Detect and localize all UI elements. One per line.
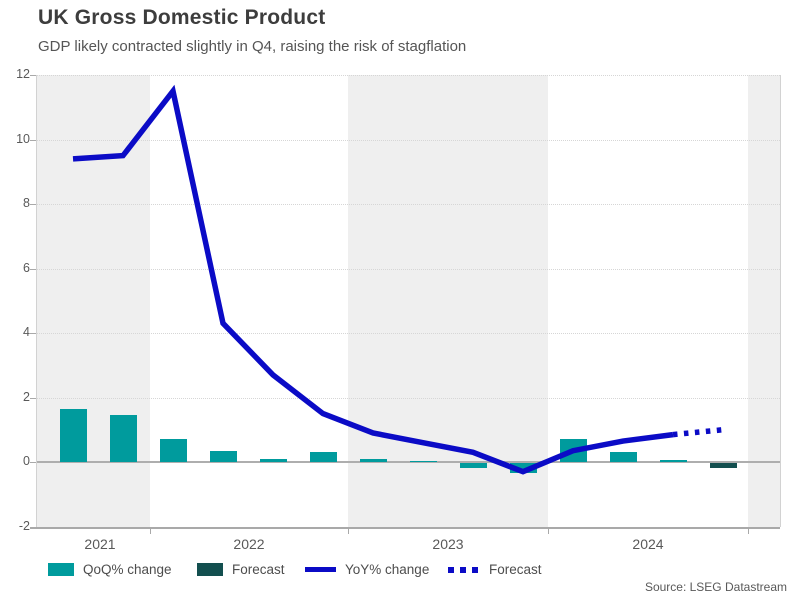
qoq-bar <box>459 463 487 468</box>
y-axis-tick <box>30 526 36 528</box>
chart-title: UK Gross Domestic Product <box>38 6 326 29</box>
y-axis-label: 4 <box>23 325 30 339</box>
qoq-bar <box>409 461 437 462</box>
y-axis-tick <box>30 268 36 270</box>
line-swatch-icon <box>305 567 336 572</box>
y-axis-label: 2 <box>23 389 30 404</box>
qoq-bar <box>209 450 237 462</box>
legend-label: Forecast <box>489 562 542 577</box>
bar-swatch-icon <box>48 563 74 576</box>
qoq-bar <box>559 439 587 462</box>
x-axis-tick <box>548 528 549 534</box>
y-axis-tick <box>30 75 36 76</box>
y-axis-label: 8 <box>23 196 30 210</box>
x-axis-year-label: 2022 <box>233 536 265 552</box>
qoq-bar <box>259 458 287 462</box>
qoq-bar <box>359 458 387 462</box>
bar-swatch-icon <box>197 563 223 576</box>
gridline <box>36 139 780 141</box>
legend-item-qoq: QoQ% change <box>48 561 172 578</box>
yoy-forecast-dotted-line <box>672 427 724 438</box>
x-axis-year-label: 2021 <box>84 536 116 552</box>
legend-item-forecast-bar: Forecast <box>197 561 285 578</box>
y-axis-label: 6 <box>23 260 30 275</box>
chart-subtitle: GDP likely contracted slightly in Q4, ra… <box>38 38 467 55</box>
gridline <box>36 333 780 334</box>
x-axis-year-label: 2023 <box>432 536 464 552</box>
source-credit: Source: LSEG Datastream <box>644 580 787 594</box>
qoq-bar <box>109 415 137 462</box>
y-axis-tick <box>30 204 36 205</box>
forecast-bar <box>709 463 737 468</box>
x-axis-tick <box>150 528 151 534</box>
qoq-bar <box>609 452 637 462</box>
y-axis-label: -2 <box>18 518 30 533</box>
qoq-bar <box>159 439 187 462</box>
dotted-line-swatch-icon <box>448 566 480 573</box>
x-axis-year-label: 2024 <box>632 536 664 552</box>
x-axis-line <box>30 527 780 529</box>
y-axis-label: 12 <box>16 67 30 81</box>
gridline <box>36 397 780 399</box>
qoq-bar <box>659 460 687 462</box>
legend-item-forecast-line: Forecast <box>448 561 542 578</box>
qoq-bar <box>309 452 337 462</box>
y-axis-tick <box>30 397 36 399</box>
plot-left-border <box>36 75 37 527</box>
gridline <box>36 75 780 76</box>
legend-label: YoY% change <box>345 562 430 577</box>
qoq-bar <box>59 408 87 462</box>
plot-right-border <box>780 75 781 527</box>
year-shading-band <box>748 75 780 527</box>
qoq-bar <box>509 463 537 473</box>
y-axis-label: 0 <box>23 454 30 468</box>
y-axis-tick <box>30 462 36 463</box>
legend-label: Forecast <box>232 562 285 577</box>
gridline <box>36 268 780 270</box>
y-axis-tick <box>30 139 36 141</box>
x-axis-tick <box>348 528 349 534</box>
legend-label: QoQ% change <box>83 562 172 577</box>
y-axis-label: 10 <box>16 131 30 146</box>
x-axis-tick <box>748 528 749 534</box>
y-axis-tick <box>30 333 36 334</box>
gridline <box>36 204 780 205</box>
legend-item-yoy: YoY% change <box>305 561 429 578</box>
